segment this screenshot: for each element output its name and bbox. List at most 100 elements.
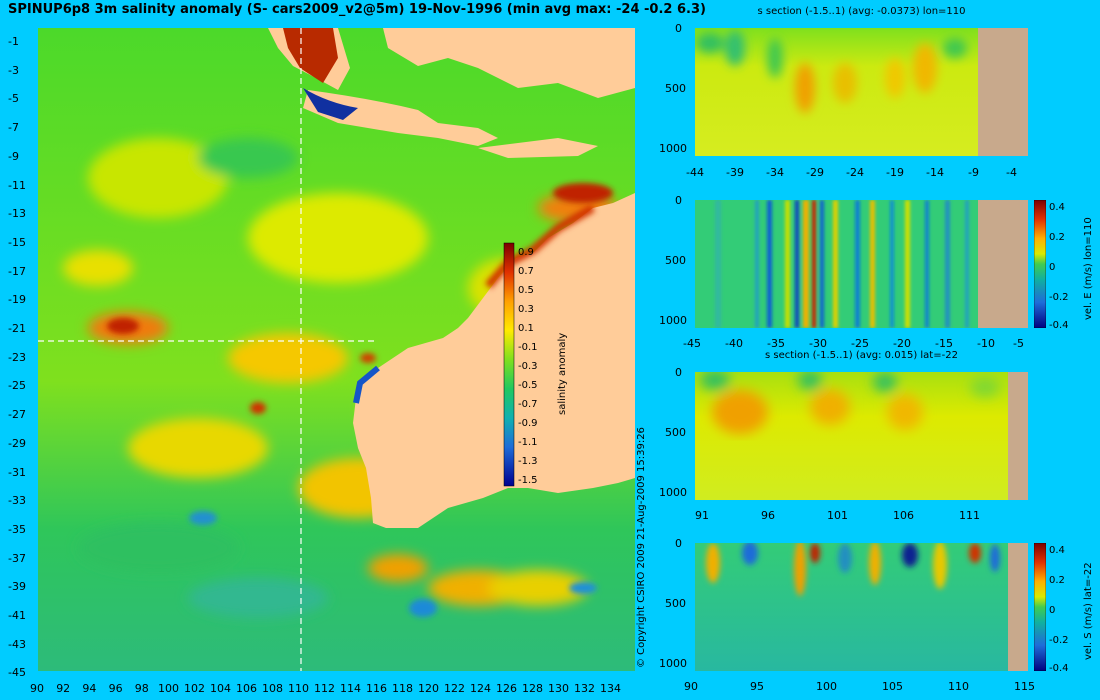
cb-tick: -0.1: [518, 342, 538, 353]
panel1-xaxis: -44 -39 -34 -29 -24 -19 -14 -9 -4: [686, 166, 1026, 180]
lat-tick: -29: [8, 436, 26, 450]
lat-tick: -41: [8, 609, 26, 622]
lat-tick: -1: [8, 35, 19, 48]
x-tick: -30: [809, 337, 827, 350]
fronts: [107, 183, 613, 617]
lon-tick: 120: [418, 682, 439, 695]
lon-axis: 90 92 94 96 98 100 102 104 106 108 110 1…: [30, 682, 650, 698]
x-tick: 115: [1014, 680, 1035, 693]
lat-tick: -3: [8, 63, 19, 77]
x-tick: 110: [948, 680, 969, 693]
y-tick: 1000: [659, 314, 687, 327]
lon-tick: 122: [444, 682, 465, 695]
x-tick: 96: [761, 509, 775, 522]
lon-tick: 134: [600, 682, 621, 695]
cb-tick: 0.7: [518, 266, 534, 277]
lat-tick: -25: [8, 379, 26, 393]
cb-tick: 0.9: [518, 247, 534, 258]
lon-tick: 112: [314, 682, 335, 695]
cb-tick: -0.9: [518, 418, 538, 429]
lat-tick: -45: [8, 666, 26, 680]
lat-tick: -9: [8, 149, 19, 163]
x-tick: -45: [683, 337, 701, 350]
x-tick: -15: [935, 337, 953, 350]
lon-tick: 102: [184, 682, 205, 695]
x-tick: 105: [882, 680, 903, 693]
panel4-xaxis: 90 95 100 105 110 115: [684, 680, 1035, 694]
lon-tick: 128: [522, 682, 543, 695]
x-tick: 95: [750, 680, 764, 693]
panel2-xaxis: -45 -40 -35 -30 -25 -20 -15 -10 -5: [683, 337, 1028, 351]
y-tick: 1000: [659, 142, 687, 155]
x-tick: -29: [806, 166, 824, 179]
lat-tick: -19: [8, 293, 26, 307]
map-colorbar-label: salinity anomaly: [557, 332, 568, 415]
lon-tick: 94: [82, 682, 97, 695]
cb-tick: 0: [1049, 605, 1056, 616]
borneo-land: [383, 28, 635, 98]
x-tick: -24: [846, 166, 864, 179]
y-tick: 0: [675, 22, 682, 35]
y-tick: 0: [675, 366, 682, 379]
cb-tick: -1.3: [518, 456, 538, 467]
x-tick: -4: [1006, 166, 1017, 179]
lon-tick: 104: [210, 682, 231, 695]
cb-tick: -1.1: [518, 437, 538, 448]
cb-tick: 0: [1049, 262, 1056, 273]
panel1-title: s section (-1.5..1) (avg: -0.0373) lon=1…: [757, 6, 966, 17]
lon-tick: 90: [30, 682, 44, 695]
lon-tick: 116: [366, 682, 387, 695]
lon-tick: 106: [236, 682, 257, 695]
x-tick: 101: [827, 509, 848, 522]
x-tick: 111: [959, 509, 980, 522]
x-tick: 106: [893, 509, 914, 522]
x-tick: -14: [926, 166, 944, 179]
cb-tick: 0.1: [518, 323, 534, 334]
x-tick: -44: [686, 166, 704, 179]
cb-tick: 0.4: [1049, 202, 1065, 213]
lat-tick: -35: [8, 522, 26, 536]
x-tick: -19: [886, 166, 904, 179]
panel4-colorbar: [1034, 543, 1046, 671]
lat-tick: -11: [8, 178, 26, 192]
copyright-text: © Copyright CSIRO 2009 21-Aug-2009 15:39…: [636, 427, 647, 668]
x-tick: -40: [725, 337, 743, 350]
lon-tick: 96: [108, 682, 123, 695]
x-tick: 91: [695, 509, 709, 522]
lon-tick: 124: [470, 682, 491, 695]
cb-tick: 0.5: [518, 285, 534, 296]
panel2-cb-label: vel. E (m/s) lon=110: [1083, 217, 1094, 320]
panel4-cb-label: vel. S (m/s) lat=-22: [1083, 562, 1094, 660]
panel2-section: [695, 200, 1028, 328]
lat-tick: -21: [8, 322, 26, 335]
lat-tick: -39: [8, 580, 26, 594]
lon-tick: 118: [392, 682, 413, 695]
y-tick: 1000: [659, 486, 687, 499]
salinity-map: [38, 28, 635, 671]
lon-tick: 108: [262, 682, 283, 695]
panel3-section: [695, 372, 1028, 500]
cb-tick: -0.4: [1049, 663, 1069, 674]
x-tick: -10: [977, 337, 995, 350]
cb-tick: -0.4: [1049, 320, 1069, 331]
lat-tick: -43: [8, 637, 26, 651]
nusa-tenggara-land: [478, 138, 598, 158]
x-tick: -34: [766, 166, 784, 179]
cb-tick: -0.2: [1049, 635, 1069, 646]
map-panel: [38, 28, 635, 671]
x-tick: -25: [851, 337, 869, 350]
java-land: [303, 90, 498, 146]
lat-tick: -37: [8, 551, 26, 565]
lat-tick: -17: [8, 264, 26, 278]
lon-tick: 98: [134, 682, 149, 695]
x-tick: -35: [767, 337, 785, 350]
lon-tick: 110: [288, 682, 309, 695]
x-tick: -5: [1013, 337, 1024, 350]
panel1-section: [695, 28, 1028, 156]
lon-tick: 92: [56, 682, 71, 695]
y-tick: 500: [665, 597, 686, 610]
x-tick: -20: [893, 337, 911, 350]
cb-tick: 0.3: [518, 304, 534, 315]
x-tick: -39: [726, 166, 744, 179]
cb-tick: 0.2: [1049, 232, 1065, 243]
